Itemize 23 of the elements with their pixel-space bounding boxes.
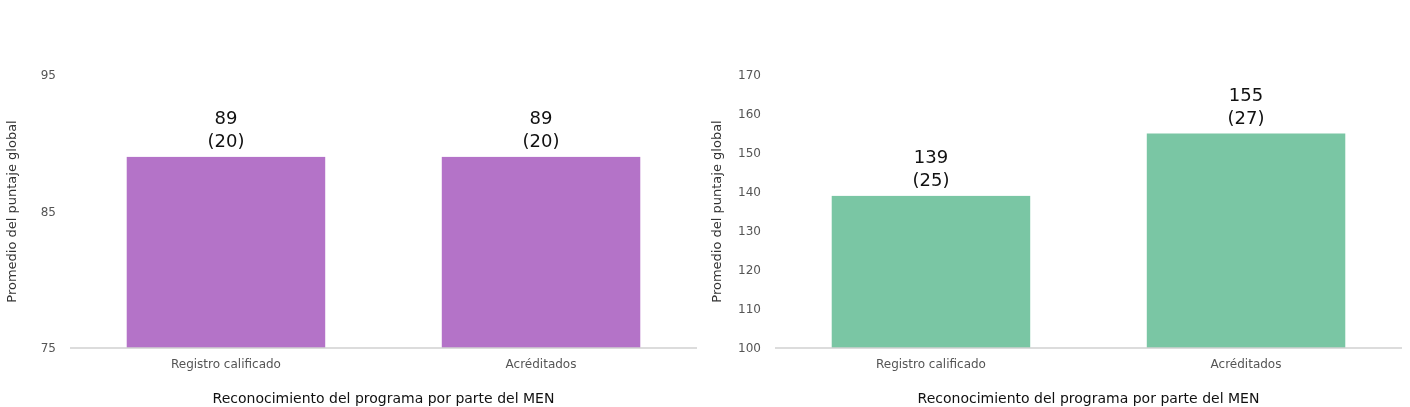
y-tick-label: 85 <box>40 204 56 219</box>
x-tick-label: Acréditados <box>1210 357 1282 371</box>
data-label: 155 (27) <box>1227 83 1265 128</box>
y-tick-label: 150 <box>738 146 761 161</box>
y-tick-label: 100 <box>738 341 761 356</box>
data-label: 89 (20) <box>207 106 245 151</box>
x-tick-label: Registro calificado <box>875 357 986 371</box>
x-tick-label: Acréditados <box>505 357 577 371</box>
y-tick-label: 140 <box>738 185 761 200</box>
y-axis-title: Promedio del puntaje global <box>4 120 19 303</box>
y-tick-label: 130 <box>738 224 761 239</box>
data-label: 89 (20) <box>522 106 560 151</box>
y-tick-label: 75 <box>40 341 56 356</box>
x-tick-label: Registro calificado <box>170 357 281 371</box>
data-label: 139 (25) <box>912 145 950 190</box>
y-tick-label: 110 <box>738 302 761 317</box>
y-tick-label: 95 <box>40 68 56 83</box>
x-axis-title: Reconocimiento del programa por parte del MEN <box>917 390 1260 406</box>
x-axis-title: Reconocimiento del programa por parte del MEN <box>212 390 555 406</box>
y-axis-title: Promedio del puntaje global <box>709 120 724 303</box>
y-tick-label: 120 <box>738 263 761 278</box>
y-tick-label: 170 <box>738 68 761 83</box>
y-tick-label: 160 <box>738 107 761 122</box>
